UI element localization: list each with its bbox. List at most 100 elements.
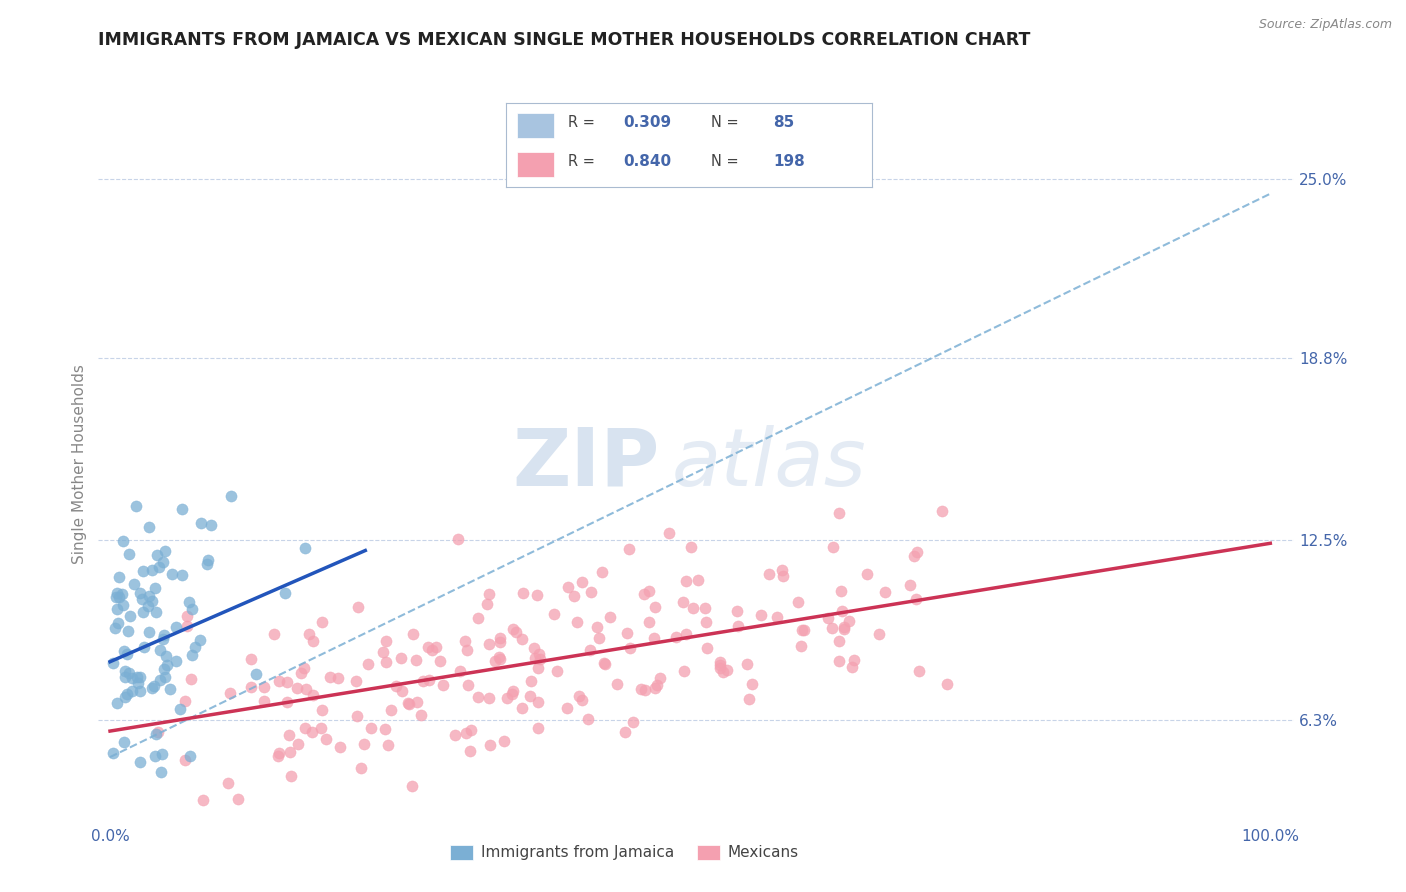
Point xyxy=(274,585,297,599)
Point xyxy=(301,688,323,702)
Point xyxy=(176,608,198,623)
Point xyxy=(621,715,644,730)
Point xyxy=(267,746,290,760)
Point xyxy=(735,657,758,671)
Point xyxy=(160,567,183,582)
FancyBboxPatch shape xyxy=(517,152,554,178)
Point xyxy=(821,540,844,554)
Point xyxy=(409,708,432,723)
Point xyxy=(128,585,150,599)
Point xyxy=(267,673,290,688)
Point xyxy=(191,793,214,807)
Point xyxy=(190,516,212,531)
Point xyxy=(793,624,815,638)
Point xyxy=(278,745,301,759)
Point xyxy=(398,697,420,711)
Point xyxy=(838,614,860,628)
Point xyxy=(579,643,602,657)
Point xyxy=(432,677,454,691)
Point xyxy=(121,684,143,698)
Point xyxy=(253,693,276,707)
Point xyxy=(903,549,925,564)
Point xyxy=(263,626,285,640)
Point xyxy=(555,701,578,715)
Point xyxy=(107,615,129,630)
Point xyxy=(405,653,427,667)
Point xyxy=(295,682,318,697)
Point xyxy=(725,604,748,618)
Point xyxy=(240,680,263,694)
Point xyxy=(709,656,731,670)
Point xyxy=(150,747,173,762)
Point xyxy=(311,615,333,629)
Point xyxy=(501,687,523,701)
Point xyxy=(125,499,148,513)
Point xyxy=(658,525,681,540)
Point xyxy=(276,674,298,689)
Point xyxy=(619,641,641,656)
Point xyxy=(709,657,731,672)
Point xyxy=(716,663,738,677)
Point xyxy=(709,661,731,675)
Point xyxy=(447,532,470,546)
Point xyxy=(420,642,443,657)
Point xyxy=(637,583,659,598)
Point xyxy=(855,566,877,581)
Point xyxy=(686,573,709,587)
Point xyxy=(467,690,489,705)
Point xyxy=(112,533,135,548)
Point xyxy=(118,609,141,624)
Point xyxy=(679,540,702,554)
Point xyxy=(245,667,267,681)
Point xyxy=(478,587,501,601)
Point xyxy=(510,632,533,646)
Point xyxy=(377,738,399,752)
Point xyxy=(278,728,301,742)
Point xyxy=(319,670,342,684)
Point xyxy=(821,621,844,635)
Point xyxy=(616,626,638,640)
Point xyxy=(114,644,136,658)
Point xyxy=(131,606,153,620)
Point xyxy=(311,703,333,717)
Text: N =: N = xyxy=(711,154,738,169)
Point xyxy=(606,677,628,691)
Point xyxy=(741,677,763,691)
Point xyxy=(174,753,197,767)
Point xyxy=(695,615,717,629)
Point xyxy=(112,598,135,612)
Point xyxy=(152,556,174,570)
Point xyxy=(165,654,187,668)
Point xyxy=(770,563,793,577)
Point xyxy=(900,578,922,592)
Point xyxy=(460,723,482,737)
Point xyxy=(148,560,170,574)
Point xyxy=(292,661,315,675)
Point xyxy=(107,591,129,605)
Point xyxy=(489,634,512,648)
Point xyxy=(727,619,749,633)
Point xyxy=(905,545,928,559)
Point xyxy=(766,609,789,624)
Point xyxy=(477,597,499,611)
Point xyxy=(177,594,200,608)
Text: 0.840: 0.840 xyxy=(623,154,671,169)
Point xyxy=(458,744,481,758)
Point xyxy=(416,640,439,655)
Point xyxy=(519,673,541,688)
Text: Source: ZipAtlas.com: Source: ZipAtlas.com xyxy=(1258,18,1392,31)
Point xyxy=(619,542,641,557)
Text: 0.309: 0.309 xyxy=(623,115,671,130)
Point xyxy=(401,779,423,793)
Point xyxy=(219,686,242,700)
Text: IMMIGRANTS FROM JAMAICA VS MEXICAN SINGLE MOTHER HOUSEHOLDS CORRELATION CHART: IMMIGRANTS FROM JAMAICA VS MEXICAN SINGL… xyxy=(98,31,1031,49)
Point xyxy=(134,640,156,655)
Point xyxy=(644,681,666,695)
Point xyxy=(502,622,524,636)
Point xyxy=(174,693,197,707)
FancyBboxPatch shape xyxy=(517,112,554,138)
Point xyxy=(391,684,413,698)
Point xyxy=(489,652,512,666)
Point xyxy=(152,632,174,646)
Point xyxy=(180,673,202,687)
